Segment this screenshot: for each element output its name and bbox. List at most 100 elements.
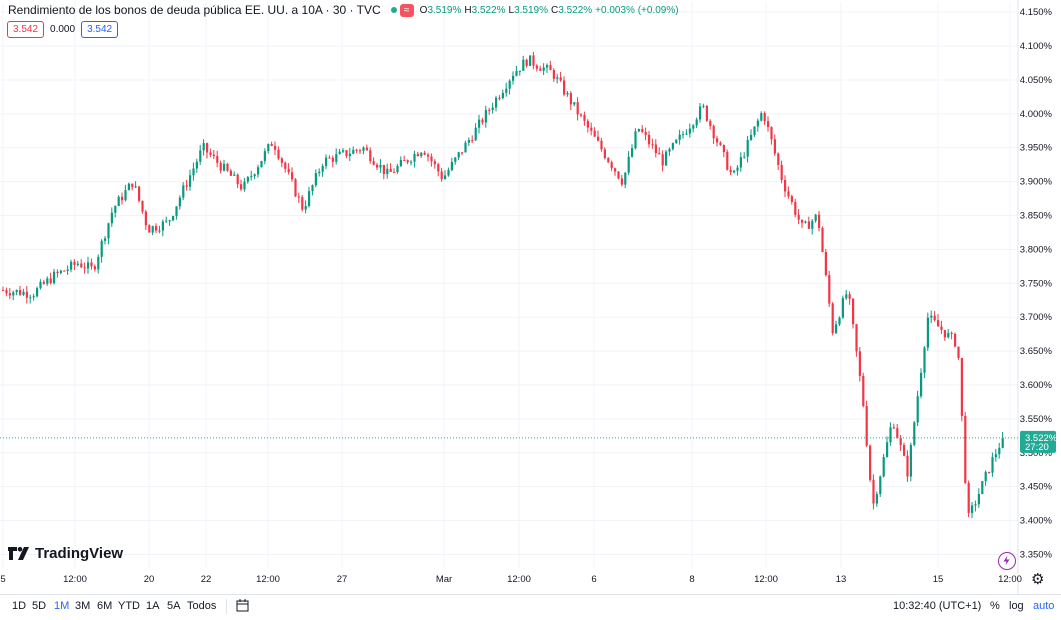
candle-body xyxy=(100,240,103,257)
calendar-icon[interactable] xyxy=(236,598,249,612)
candle-body xyxy=(243,181,246,190)
candle-body xyxy=(940,326,943,331)
candle-body xyxy=(916,396,919,423)
y-tick-label: 3.550% xyxy=(1020,414,1053,425)
tradingview-logo-text: TradingView xyxy=(35,545,124,562)
tradingview-logo[interactable]: TradingView xyxy=(8,545,123,562)
candle-body xyxy=(335,154,338,162)
timeframe-5a[interactable]: 5A xyxy=(167,600,181,612)
candle-body xyxy=(178,197,181,207)
candle-body xyxy=(828,275,831,304)
lightning-icon[interactable] xyxy=(998,552,1016,570)
candle-body xyxy=(93,266,96,270)
candle-body xyxy=(389,168,392,172)
candle-body xyxy=(709,120,712,126)
candle-body xyxy=(423,152,426,155)
candle-body xyxy=(39,281,42,289)
candle-body xyxy=(36,288,39,297)
buy-button[interactable]: 3.542 xyxy=(81,21,119,38)
spread-value: 0.000 xyxy=(50,24,76,35)
candle-body xyxy=(56,271,59,274)
candle-body xyxy=(301,197,304,210)
timeframe-ytd[interactable]: YTD xyxy=(118,600,140,612)
candle-body xyxy=(712,125,715,139)
candle-body xyxy=(240,184,243,190)
candle-body xyxy=(138,186,141,201)
candle-body xyxy=(903,445,906,456)
candle-body xyxy=(437,164,440,172)
candle-body xyxy=(90,262,93,267)
tradingview-logo-icon xyxy=(8,547,29,560)
candle-body xyxy=(376,164,379,168)
candle-body xyxy=(654,144,657,154)
candle-body xyxy=(73,261,76,265)
candle-body xyxy=(168,220,171,222)
candle-body xyxy=(648,134,651,145)
candle-body xyxy=(807,221,810,229)
candle-body xyxy=(627,156,630,173)
candle-body xyxy=(433,161,436,165)
candle-body xyxy=(957,346,960,358)
percent-toggle[interactable]: % xyxy=(990,600,1000,612)
candle-body xyxy=(246,177,249,182)
candle-body xyxy=(685,133,688,135)
candle-body xyxy=(869,445,872,480)
candle-body xyxy=(797,214,800,220)
chart-canvas[interactable]: 5 12:00 20 22 12:00 27 Mar 12:00 6 8 12:00 13 15 12:0… xyxy=(0,0,1061,594)
candle-body xyxy=(753,126,756,135)
gear-icon[interactable]: ⚙ xyxy=(1031,571,1045,588)
candle-body xyxy=(984,471,987,482)
candle-body xyxy=(318,171,321,174)
chart-title[interactable]: Rendimiento de los bonos de deuda públic… xyxy=(8,3,381,17)
candle-body xyxy=(158,230,161,232)
candle-body xyxy=(25,291,28,298)
candle-body xyxy=(736,167,739,171)
candle-body xyxy=(382,164,385,175)
candle-body xyxy=(505,88,508,93)
timeframe-1a[interactable]: 1A xyxy=(146,600,160,612)
timeframe-5d[interactable]: 5D xyxy=(32,600,47,612)
candle-body xyxy=(631,148,634,157)
price-label-countdown: 27:20 xyxy=(1025,442,1049,453)
timeframe-3m[interactable]: 3M xyxy=(75,600,91,612)
timeframe-6m[interactable]: 6M xyxy=(97,600,113,612)
timeframe-1m[interactable]: 1M xyxy=(54,600,70,612)
candle-body xyxy=(739,157,742,168)
x-tick-label: Mar xyxy=(436,574,452,585)
candle-body xyxy=(515,71,518,76)
candle-body xyxy=(991,457,994,473)
candle-body xyxy=(729,169,732,173)
candle-body xyxy=(386,168,389,175)
timeframe-todos[interactable]: Todos xyxy=(187,600,217,612)
candle-body xyxy=(644,131,647,135)
candle-body xyxy=(42,281,45,284)
candle-body xyxy=(746,139,749,157)
candle-body xyxy=(304,205,307,210)
x-tick-label: 15 xyxy=(933,574,944,585)
wave-icon[interactable]: ≈ xyxy=(399,3,414,17)
candle-body xyxy=(229,170,232,176)
sell-button[interactable]: 3.542 xyxy=(7,21,45,38)
clock-display[interactable]: 10:32:40 (UTC+1) xyxy=(893,600,982,612)
candle-body xyxy=(926,317,929,348)
candle-body xyxy=(189,175,192,187)
candle-body xyxy=(121,196,124,201)
candle-body xyxy=(750,134,753,140)
candle-body xyxy=(379,164,382,168)
bottom-toolbar: 1D 5D 1M 3M 6M YTD 1A 5A Todos 10:32:40 … xyxy=(0,594,1061,620)
candle-body xyxy=(274,146,277,150)
candle-body xyxy=(151,226,154,233)
timeframe-1d[interactable]: 1D xyxy=(12,600,27,612)
candle-body xyxy=(267,144,270,152)
candle-body xyxy=(144,211,147,226)
candle-body xyxy=(529,55,532,66)
candle-body xyxy=(821,227,824,252)
candle-body xyxy=(773,139,776,154)
log-toggle[interactable]: log xyxy=(1009,600,1024,612)
candle-body xyxy=(923,347,926,373)
candle-body xyxy=(80,263,83,268)
candle-body xyxy=(858,351,861,376)
auto-toggle[interactable]: auto xyxy=(1033,600,1055,612)
candle-body xyxy=(182,185,185,198)
candle-body xyxy=(134,186,137,188)
